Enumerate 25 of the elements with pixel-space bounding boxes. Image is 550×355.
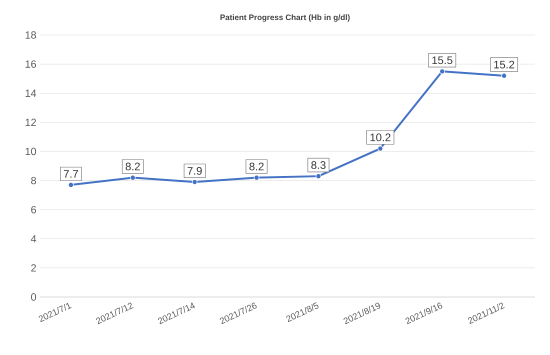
point bbox=[439, 68, 445, 74]
data-label: 8.3 bbox=[311, 161, 326, 169]
data-label: 10.2 bbox=[370, 134, 390, 142]
data-label: 15.2 bbox=[494, 60, 514, 68]
y-tick-label: 2 bbox=[31, 264, 36, 272]
point bbox=[254, 174, 260, 180]
data-label: 8.2 bbox=[249, 162, 264, 170]
data-label: 7.7 bbox=[64, 170, 78, 178]
y-tick-label: 14 bbox=[26, 90, 36, 97]
y-tick-label: 10 bbox=[26, 148, 36, 156]
y-tick-label: 8 bbox=[31, 176, 36, 184]
y-tick-label: 18 bbox=[26, 31, 36, 39]
data-label: 8.2 bbox=[126, 162, 140, 170]
point bbox=[130, 174, 136, 180]
data-label: 7.9 bbox=[188, 166, 202, 175]
y-tick-label: 12 bbox=[26, 118, 36, 126]
point bbox=[378, 146, 384, 152]
y-tick-label: 0 bbox=[31, 293, 36, 301]
point bbox=[68, 182, 74, 188]
y-tick-label: 6 bbox=[31, 206, 36, 214]
y-tick-label: 4 bbox=[30, 235, 36, 242]
data-label: 15.5 bbox=[432, 56, 452, 64]
y-tick-label: 16 bbox=[26, 60, 36, 68]
point bbox=[192, 179, 198, 185]
point bbox=[501, 72, 507, 79]
